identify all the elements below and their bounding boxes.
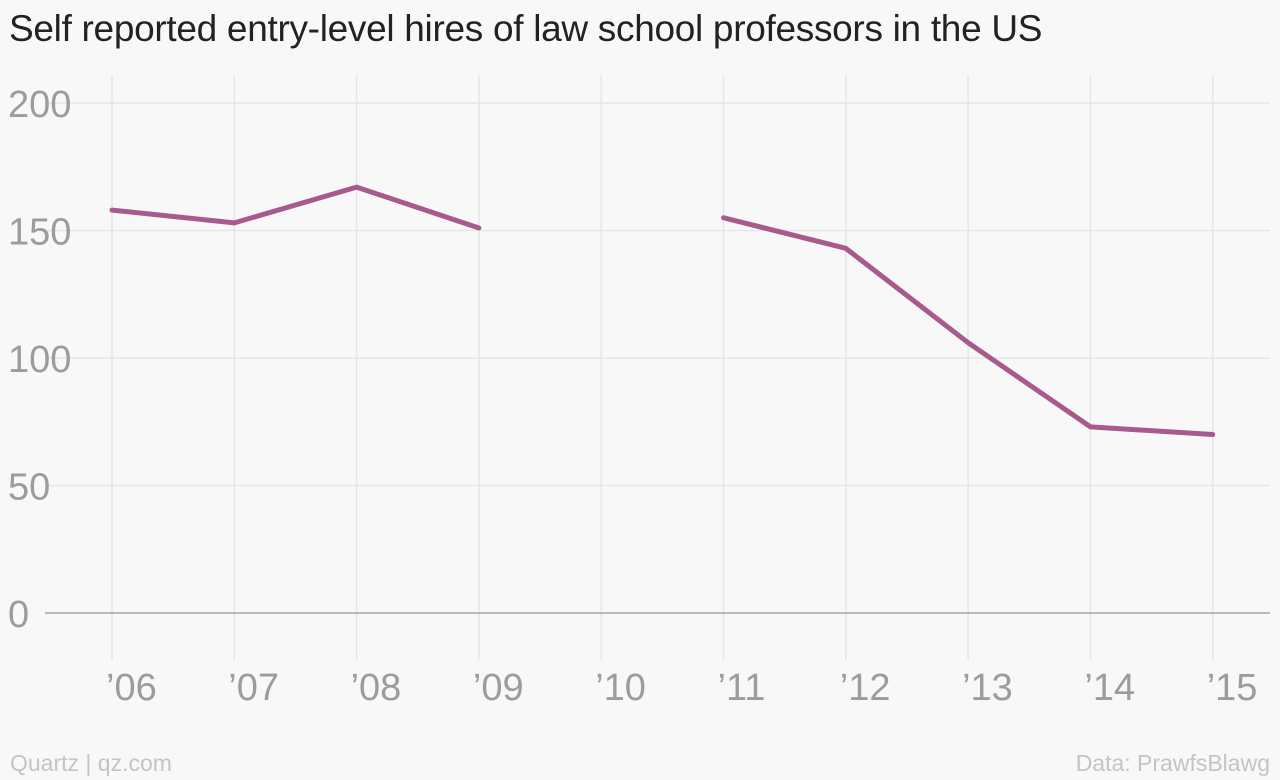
x-tick-label: ’15 <box>1207 667 1258 709</box>
x-tick-label: ’06 <box>106 667 157 709</box>
x-tick-label: ’09 <box>473 667 524 709</box>
y-tick-label: 150 <box>8 212 71 254</box>
x-tick-label: ’11 <box>718 667 766 709</box>
x-axis-ticks: ’06 ’07 ’08 ’09 ’10 ’11 ’12 ’13 ’14 ’15 <box>106 667 1257 709</box>
series-line-segment <box>109 184 482 231</box>
x-tick-label: ’12 <box>840 667 891 709</box>
y-tick-label: 200 <box>8 84 71 126</box>
series-line-segment <box>721 215 1216 437</box>
y-tick-label: 50 <box>8 467 50 509</box>
x-tick-label: ’10 <box>595 667 646 709</box>
gridlines <box>45 75 1270 660</box>
x-tick-label: ’08 <box>351 667 402 709</box>
chart-title: Self reported entry-level hires of law s… <box>9 8 1043 49</box>
footer-source: Data: PrawfsBlawg <box>1075 750 1270 776</box>
footer-credit: Quartz | qz.com <box>10 750 172 776</box>
x-tick-label: ’14 <box>1084 667 1135 709</box>
y-tick-label: 100 <box>8 339 71 381</box>
series-lines <box>109 184 1216 437</box>
y-tick-label: 0 <box>8 594 29 636</box>
y-axis-ticks: 0 50 100 150 200 <box>8 84 71 636</box>
x-tick-label: ’13 <box>962 667 1013 709</box>
x-tick-label: ’07 <box>228 667 279 709</box>
